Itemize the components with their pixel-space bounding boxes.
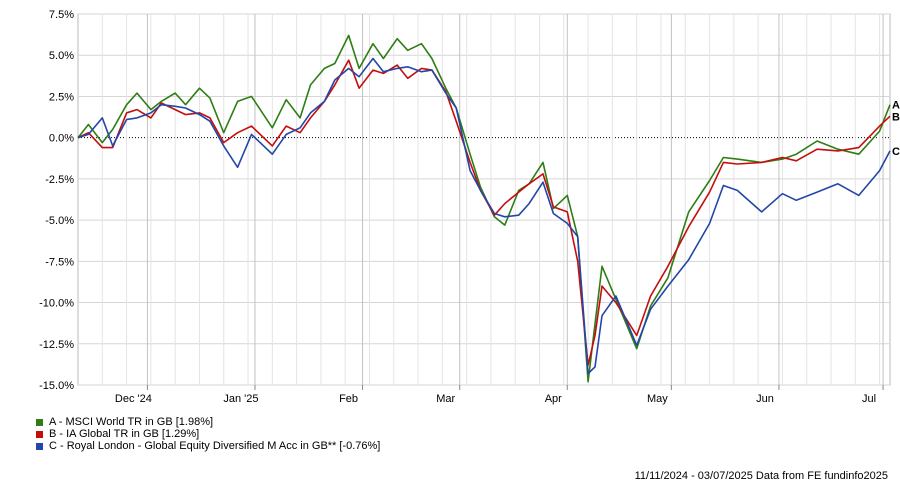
series-line-a <box>77 34 891 383</box>
x-tick-label: May <box>647 393 668 405</box>
x-tick-label: Jun <box>756 393 774 405</box>
series-lines <box>77 34 891 383</box>
y-tick-label: 5.0% <box>49 50 74 62</box>
end-label-a: A <box>892 100 900 112</box>
grid <box>77 13 891 386</box>
line-chart: 7.5% 5.0% 2.5% 0.0% -2.5% -5.0% -7.5% -10.0% -12… <box>39 9 900 405</box>
y-tick-label: -15.0% <box>39 380 74 392</box>
y-tick-label: 2.5% <box>49 91 74 103</box>
legend-label-b: B - IA Global TR in GB [1.29%] <box>49 428 200 440</box>
x-tick-label: Mar <box>436 393 455 405</box>
x-tick-label: Dec '24 <box>115 393 152 405</box>
legend-label-c: C - Royal London - Global Equity Diversi… <box>49 440 381 452</box>
legend-swatch-b <box>36 430 43 438</box>
end-label-c: C <box>892 146 900 158</box>
y-axis: 7.5% 5.0% 2.5% 0.0% -2.5% -5.0% -7.5% -10.0% -12… <box>39 9 74 392</box>
x-tick-label: Jul <box>862 393 876 405</box>
end-label-b: B <box>892 112 900 124</box>
y-tick-label: 7.5% <box>49 9 74 21</box>
y-tick-label: -5.0% <box>45 215 74 227</box>
legend-item-b: B - IA Global TR in GB [1.29%] <box>36 428 380 440</box>
date-range: 11/11/2024 - 03/07/2025 <box>634 470 753 482</box>
x-tick-label: Apr <box>545 393 562 405</box>
legend-item-a: A - MSCI World TR in GB [1.98%] <box>36 416 380 428</box>
x-tick-label: Jan '25 <box>223 393 258 405</box>
data-source: Data from FE fundinfo2025 <box>755 470 888 482</box>
footer: 11/11/2024 - 03/07/2025 Data from FE fun… <box>635 470 888 482</box>
x-tick-label: Feb <box>339 393 358 405</box>
legend-label-a: A - MSCI World TR in GB [1.98%] <box>49 416 214 428</box>
y-tick-label: 0.0% <box>49 133 74 145</box>
legend-item-c: C - Royal London - Global Equity Diversi… <box>36 440 380 452</box>
end-labels: AB C <box>892 100 900 158</box>
y-tick-label: -12.5% <box>39 339 74 351</box>
y-tick-label: -7.5% <box>45 256 74 268</box>
legend-swatch-c <box>36 442 43 450</box>
y-tick-label: -10.0% <box>39 298 74 310</box>
y-tick-label: -2.5% <box>45 174 74 186</box>
series-line-c <box>77 57 891 375</box>
x-axis: Dec '24 Jan '25 Feb Mar Apr May Jun Jul <box>115 385 884 405</box>
legend: A - MSCI World TR in GB [1.98%] B - IA G… <box>36 416 380 452</box>
legend-swatch-a <box>36 418 43 426</box>
